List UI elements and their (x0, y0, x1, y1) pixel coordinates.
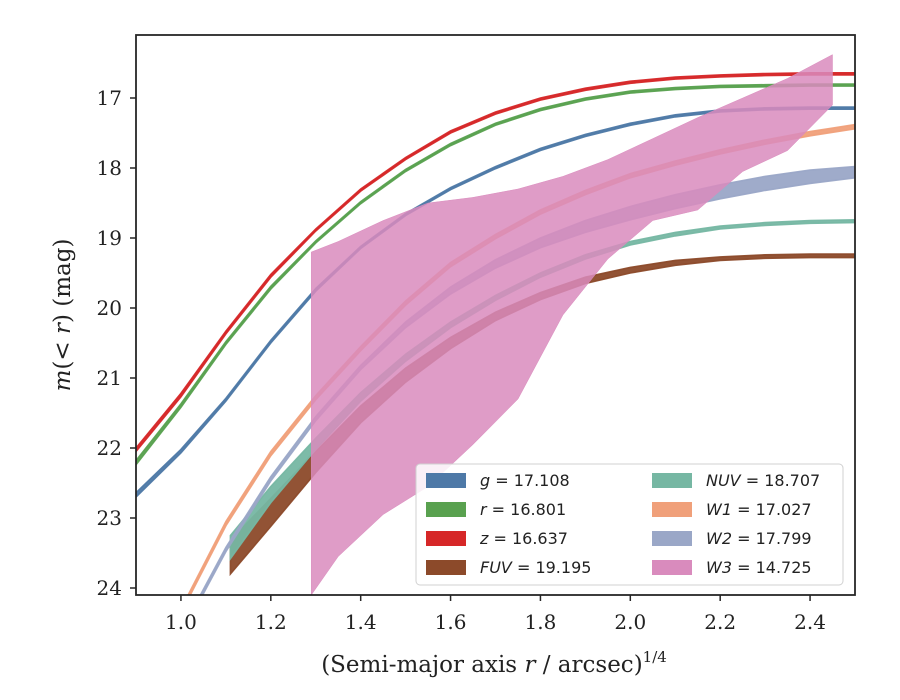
y-axis: 17 18 19 20 21 22 23 24 (97, 86, 136, 600)
x-tick-label: 2.2 (704, 610, 736, 634)
legend-items: g = 17.108 r = 16.801 z = 16.637 FUV = 19.1… (426, 471, 820, 577)
legend-label-w2: W2 = 17.799 (706, 529, 812, 548)
x-tick-label: 2.0 (614, 610, 646, 634)
legend-label-w1: W1 = 17.027 (706, 500, 812, 519)
legend-label-z: z = 16.637 (479, 529, 568, 548)
y-tick-label: 18 (97, 156, 122, 180)
legend: g = 17.108 r = 16.801 z = 16.637 FUV = 19.1… (415, 463, 844, 586)
legend-swatch-fuv (426, 560, 466, 575)
legend-label-w3: W3 = 14.725 (706, 558, 812, 577)
y-tick-label: 21 (97, 366, 122, 390)
x-tick-label: 1.2 (255, 610, 287, 634)
legend-label-r: r = 16.801 (480, 500, 566, 519)
x-tick-label: 1.6 (435, 610, 467, 634)
y-tick-label: 19 (97, 226, 122, 250)
legend-swatch-r (426, 502, 466, 517)
x-tick-label: 2.4 (794, 610, 826, 634)
legend-label-nuv: NUV = 18.707 (706, 471, 820, 490)
y-tick-label: 20 (97, 296, 122, 320)
legend-swatch-w1 (652, 502, 692, 517)
y-axis-label: m(< r) (mag) (50, 239, 76, 392)
x-tick-label: 1.8 (525, 610, 557, 634)
legend-swatch-w2 (652, 531, 692, 546)
x-axis: 1.0 1.2 1.4 1.6 1.8 2.0 2.2 2.4 (165, 595, 826, 634)
y-tick-label: 23 (97, 506, 122, 530)
series-layer (136, 54, 855, 595)
plot-frame (135, 34, 856, 596)
y-tick-label: 22 (97, 436, 122, 460)
legend-swatch-z (426, 531, 466, 546)
x-tick-label: 1.4 (345, 610, 377, 634)
legend-label-fuv: FUV = 19.195 (480, 558, 591, 577)
legend-swatch-nuv (652, 473, 692, 488)
series-r-band (136, 83, 855, 467)
x-tick-label: 1.0 (165, 610, 197, 634)
legend-swatch-w3 (652, 560, 692, 575)
y-tick-label: 24 (97, 576, 122, 600)
legend-label-g: g = 17.108 (480, 471, 570, 490)
x-axis-label: (Semi-major axis r / arcsec)1/4 (321, 648, 667, 678)
y-tick-label: 17 (97, 86, 122, 110)
legend-frame (415, 463, 844, 586)
legend-swatch-g (426, 473, 466, 488)
series-z-band (136, 72, 855, 453)
